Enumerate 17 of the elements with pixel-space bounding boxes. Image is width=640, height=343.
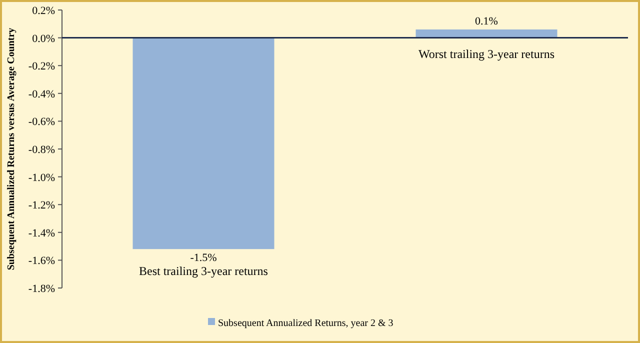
y-tick-label: -1.8% bbox=[28, 283, 55, 295]
data-label: 0.1% bbox=[475, 15, 498, 28]
y-tick-label: -1.4% bbox=[28, 227, 55, 240]
legend-label: Subsequent Annualized Returns, year 2 & 3 bbox=[218, 318, 394, 329]
x-tick-label: Best trailing 3-year returns bbox=[139, 264, 268, 278]
y-tick-label: 0.2% bbox=[32, 5, 55, 17]
x-tick-label: Worst trailing 3-year returns bbox=[418, 46, 555, 61]
y-axis-title: Subsequent Annualized Returns versus Average Country bbox=[6, 28, 17, 270]
y-tick-label: -1.2% bbox=[28, 200, 55, 212]
y-tick-label: -1.0% bbox=[28, 172, 55, 184]
y-tick-label: 0.0% bbox=[32, 32, 55, 45]
y-tick-label: -0.4% bbox=[28, 88, 55, 100]
y-tick-label: -0.8% bbox=[28, 144, 55, 156]
y-tick-label: -0.6% bbox=[28, 116, 55, 128]
data-label: -1.5% bbox=[190, 252, 217, 264]
y-tick-label: -0.2% bbox=[28, 60, 55, 73]
y-tick-label: -1.6% bbox=[28, 255, 55, 268]
